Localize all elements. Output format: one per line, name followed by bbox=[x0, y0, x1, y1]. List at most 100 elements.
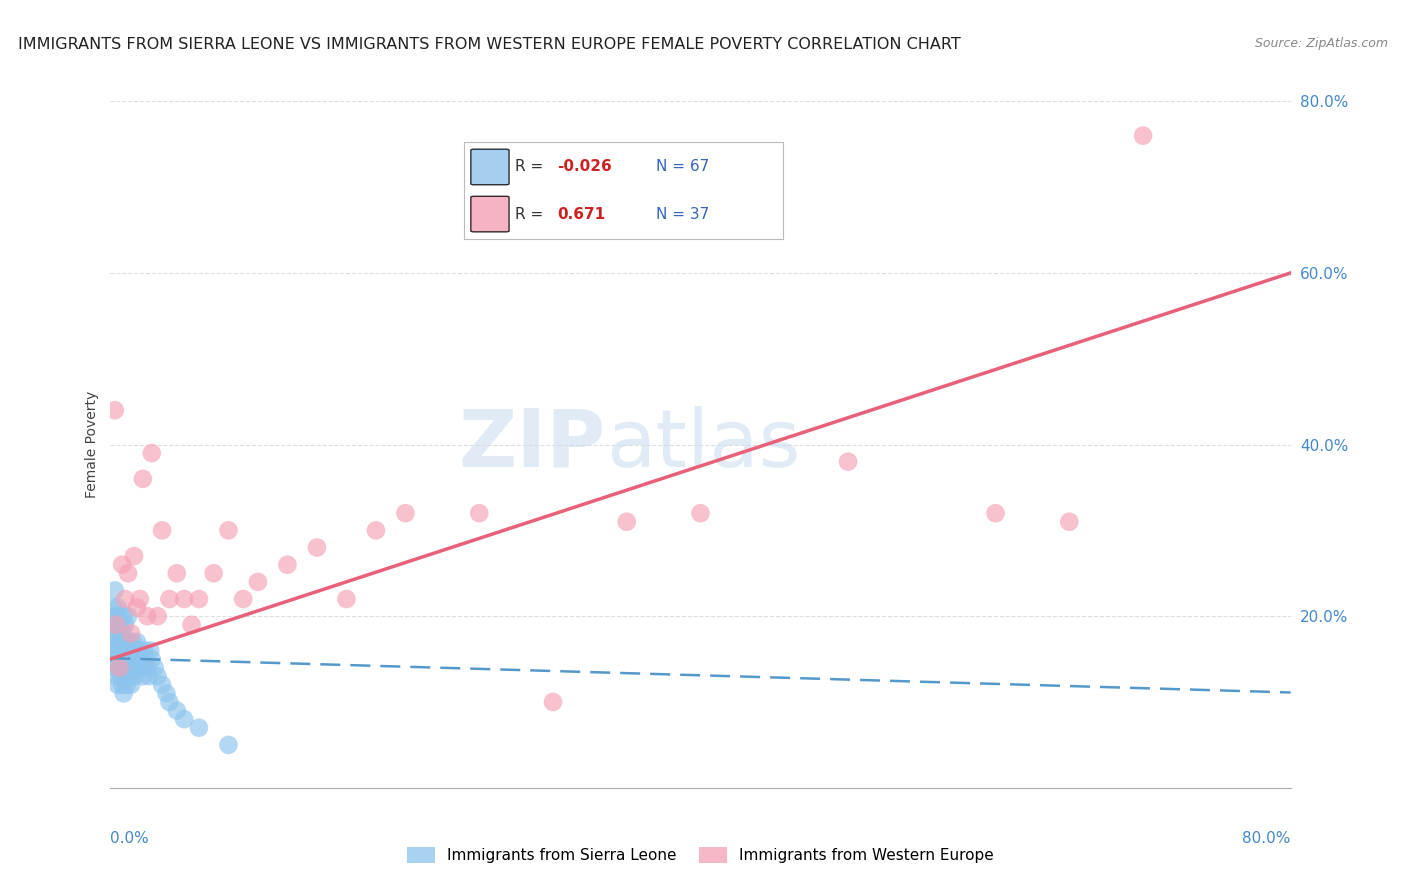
Point bbox=[115, 678, 138, 692]
Point bbox=[110, 617, 132, 632]
Point bbox=[112, 660, 135, 674]
Point bbox=[155, 686, 177, 700]
Point bbox=[101, 617, 124, 632]
Point bbox=[187, 592, 209, 607]
Point bbox=[124, 652, 146, 666]
Y-axis label: Female Poverty: Female Poverty bbox=[86, 391, 100, 498]
Point bbox=[136, 660, 159, 674]
Point bbox=[108, 660, 131, 674]
Text: ZIP: ZIP bbox=[458, 406, 606, 483]
Point bbox=[115, 652, 138, 666]
Point bbox=[107, 652, 129, 666]
Point bbox=[143, 660, 166, 674]
Point bbox=[166, 566, 188, 581]
Point bbox=[132, 472, 155, 486]
Point bbox=[180, 617, 202, 632]
Point bbox=[125, 635, 148, 649]
Point bbox=[134, 643, 156, 657]
Point bbox=[129, 592, 152, 607]
Point bbox=[114, 669, 136, 683]
Point bbox=[114, 592, 136, 607]
Point bbox=[132, 669, 155, 683]
Point bbox=[173, 712, 195, 726]
Point bbox=[117, 660, 139, 674]
Point bbox=[468, 506, 491, 520]
Point bbox=[112, 635, 135, 649]
Point bbox=[108, 660, 131, 674]
Point bbox=[541, 695, 564, 709]
Point bbox=[146, 609, 169, 624]
Point bbox=[118, 669, 141, 683]
Text: 80.0%: 80.0% bbox=[1243, 831, 1291, 846]
Point bbox=[837, 455, 859, 469]
FancyBboxPatch shape bbox=[471, 196, 509, 232]
Point bbox=[125, 600, 148, 615]
Point bbox=[122, 643, 145, 657]
Point bbox=[114, 643, 136, 657]
Text: R =: R = bbox=[516, 207, 554, 222]
Point bbox=[217, 738, 239, 752]
Point bbox=[122, 669, 145, 683]
Point bbox=[246, 574, 269, 589]
Point bbox=[146, 669, 169, 683]
Point bbox=[104, 583, 127, 598]
Point bbox=[138, 669, 160, 683]
Point bbox=[150, 524, 173, 538]
Point bbox=[1059, 515, 1081, 529]
Point bbox=[394, 506, 416, 520]
Point bbox=[335, 592, 357, 607]
Point bbox=[125, 660, 148, 674]
Point bbox=[122, 549, 145, 563]
Text: R =: R = bbox=[516, 159, 548, 174]
Point bbox=[136, 609, 159, 624]
Text: N = 67: N = 67 bbox=[655, 159, 709, 174]
Point bbox=[111, 558, 134, 572]
Point bbox=[103, 600, 125, 615]
Point bbox=[135, 652, 157, 666]
Point bbox=[364, 524, 387, 538]
Point bbox=[105, 669, 128, 683]
Point bbox=[105, 643, 128, 657]
Point bbox=[127, 643, 149, 657]
Point bbox=[118, 643, 141, 657]
Point bbox=[217, 524, 239, 538]
Point bbox=[111, 678, 134, 692]
Point bbox=[141, 446, 163, 460]
Point bbox=[150, 678, 173, 692]
Text: 0.0%: 0.0% bbox=[111, 831, 149, 846]
Point bbox=[131, 660, 153, 674]
Point bbox=[129, 652, 152, 666]
Point bbox=[108, 609, 131, 624]
Point bbox=[202, 566, 225, 581]
Point bbox=[117, 609, 139, 624]
Point bbox=[305, 541, 328, 555]
Point bbox=[110, 669, 132, 683]
Point bbox=[107, 600, 129, 615]
Point bbox=[104, 635, 127, 649]
Point bbox=[157, 592, 180, 607]
Point bbox=[139, 643, 162, 657]
Point bbox=[104, 403, 127, 417]
Point bbox=[984, 506, 1007, 520]
Point bbox=[110, 643, 132, 657]
Point bbox=[689, 506, 711, 520]
Point bbox=[120, 678, 142, 692]
Point bbox=[101, 643, 124, 657]
Point bbox=[107, 626, 129, 640]
Point bbox=[141, 652, 163, 666]
Point bbox=[112, 609, 135, 624]
Point bbox=[104, 660, 127, 674]
Point bbox=[107, 678, 129, 692]
Point bbox=[166, 704, 188, 718]
Point bbox=[114, 617, 136, 632]
Point bbox=[111, 652, 134, 666]
Point bbox=[103, 652, 125, 666]
Point bbox=[104, 609, 127, 624]
Text: atlas: atlas bbox=[606, 406, 800, 483]
Point bbox=[108, 635, 131, 649]
Point bbox=[232, 592, 254, 607]
Legend: Immigrants from Sierra Leone, Immigrants from Western Europe: Immigrants from Sierra Leone, Immigrants… bbox=[401, 840, 1000, 870]
Point bbox=[121, 635, 143, 649]
Text: N = 37: N = 37 bbox=[655, 207, 709, 222]
Text: Source: ZipAtlas.com: Source: ZipAtlas.com bbox=[1254, 37, 1388, 51]
